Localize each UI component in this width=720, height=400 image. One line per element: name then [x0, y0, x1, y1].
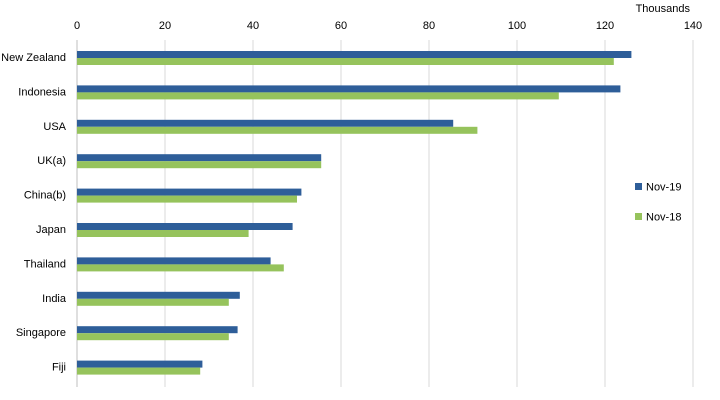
category-label: India — [42, 293, 67, 305]
legend-swatch — [635, 183, 642, 190]
x-tick-label: 0 — [74, 20, 80, 32]
category-label: UK(a) — [37, 155, 66, 167]
bar-nov-19 — [77, 326, 238, 334]
category-label: Fiji — [52, 362, 66, 374]
category-label: Indonesia — [18, 86, 67, 98]
x-tick-label: 80 — [423, 20, 435, 32]
category-label: Singapore — [16, 327, 66, 339]
x-tick-label: 100 — [508, 20, 526, 32]
legend: Nov-19 Nov-18 — [635, 182, 681, 224]
x-tick-label: 140 — [684, 20, 702, 32]
legend-swatch — [635, 213, 642, 220]
category-label: USA — [43, 121, 66, 133]
x-tick-label: 40 — [247, 20, 259, 32]
bar-nov-18 — [77, 126, 478, 134]
bar-nov-19 — [77, 223, 293, 230]
bar-nov-18 — [77, 230, 249, 237]
bar-nov-18 — [77, 58, 614, 65]
bar-nov-19 — [77, 51, 632, 58]
bar-nov-19 — [77, 154, 322, 162]
bar-nov-18 — [77, 333, 229, 341]
bar-nov-18 — [77, 92, 559, 100]
bar-nov-19 — [77, 85, 621, 93]
bar-nov-18 — [77, 367, 201, 375]
bar-nov-19 — [77, 257, 271, 265]
x-tick-label: 120 — [596, 20, 614, 32]
bars — [77, 51, 632, 375]
x-tick-label: 20 — [159, 20, 171, 32]
bar-nov-18 — [77, 195, 297, 203]
category-labels: New Zealand Indonesia USA UK(a) China(b) Japa… — [1, 52, 67, 374]
legend-label: Nov-18 — [646, 212, 681, 224]
category-label: Japan — [36, 224, 66, 236]
x-tick-label: 60 — [335, 20, 347, 32]
category-label: Thailand — [24, 258, 66, 270]
bar-nov-19 — [77, 119, 454, 127]
bar-nov-19 — [77, 360, 203, 368]
bar-nov-19 — [77, 188, 302, 196]
bar-nov-18 — [77, 161, 322, 169]
legend-label: Nov-19 — [646, 182, 681, 194]
bar-nov-18 — [77, 264, 284, 272]
x-tick-labels: 0 20 40 60 80 100 120 140 — [74, 20, 702, 32]
bar-nov-19 — [77, 291, 240, 299]
unit-label: Thousands — [636, 3, 691, 15]
bar-nov-18 — [77, 298, 229, 306]
category-label: New Zealand — [1, 52, 66, 64]
category-label: China(b) — [24, 190, 66, 202]
